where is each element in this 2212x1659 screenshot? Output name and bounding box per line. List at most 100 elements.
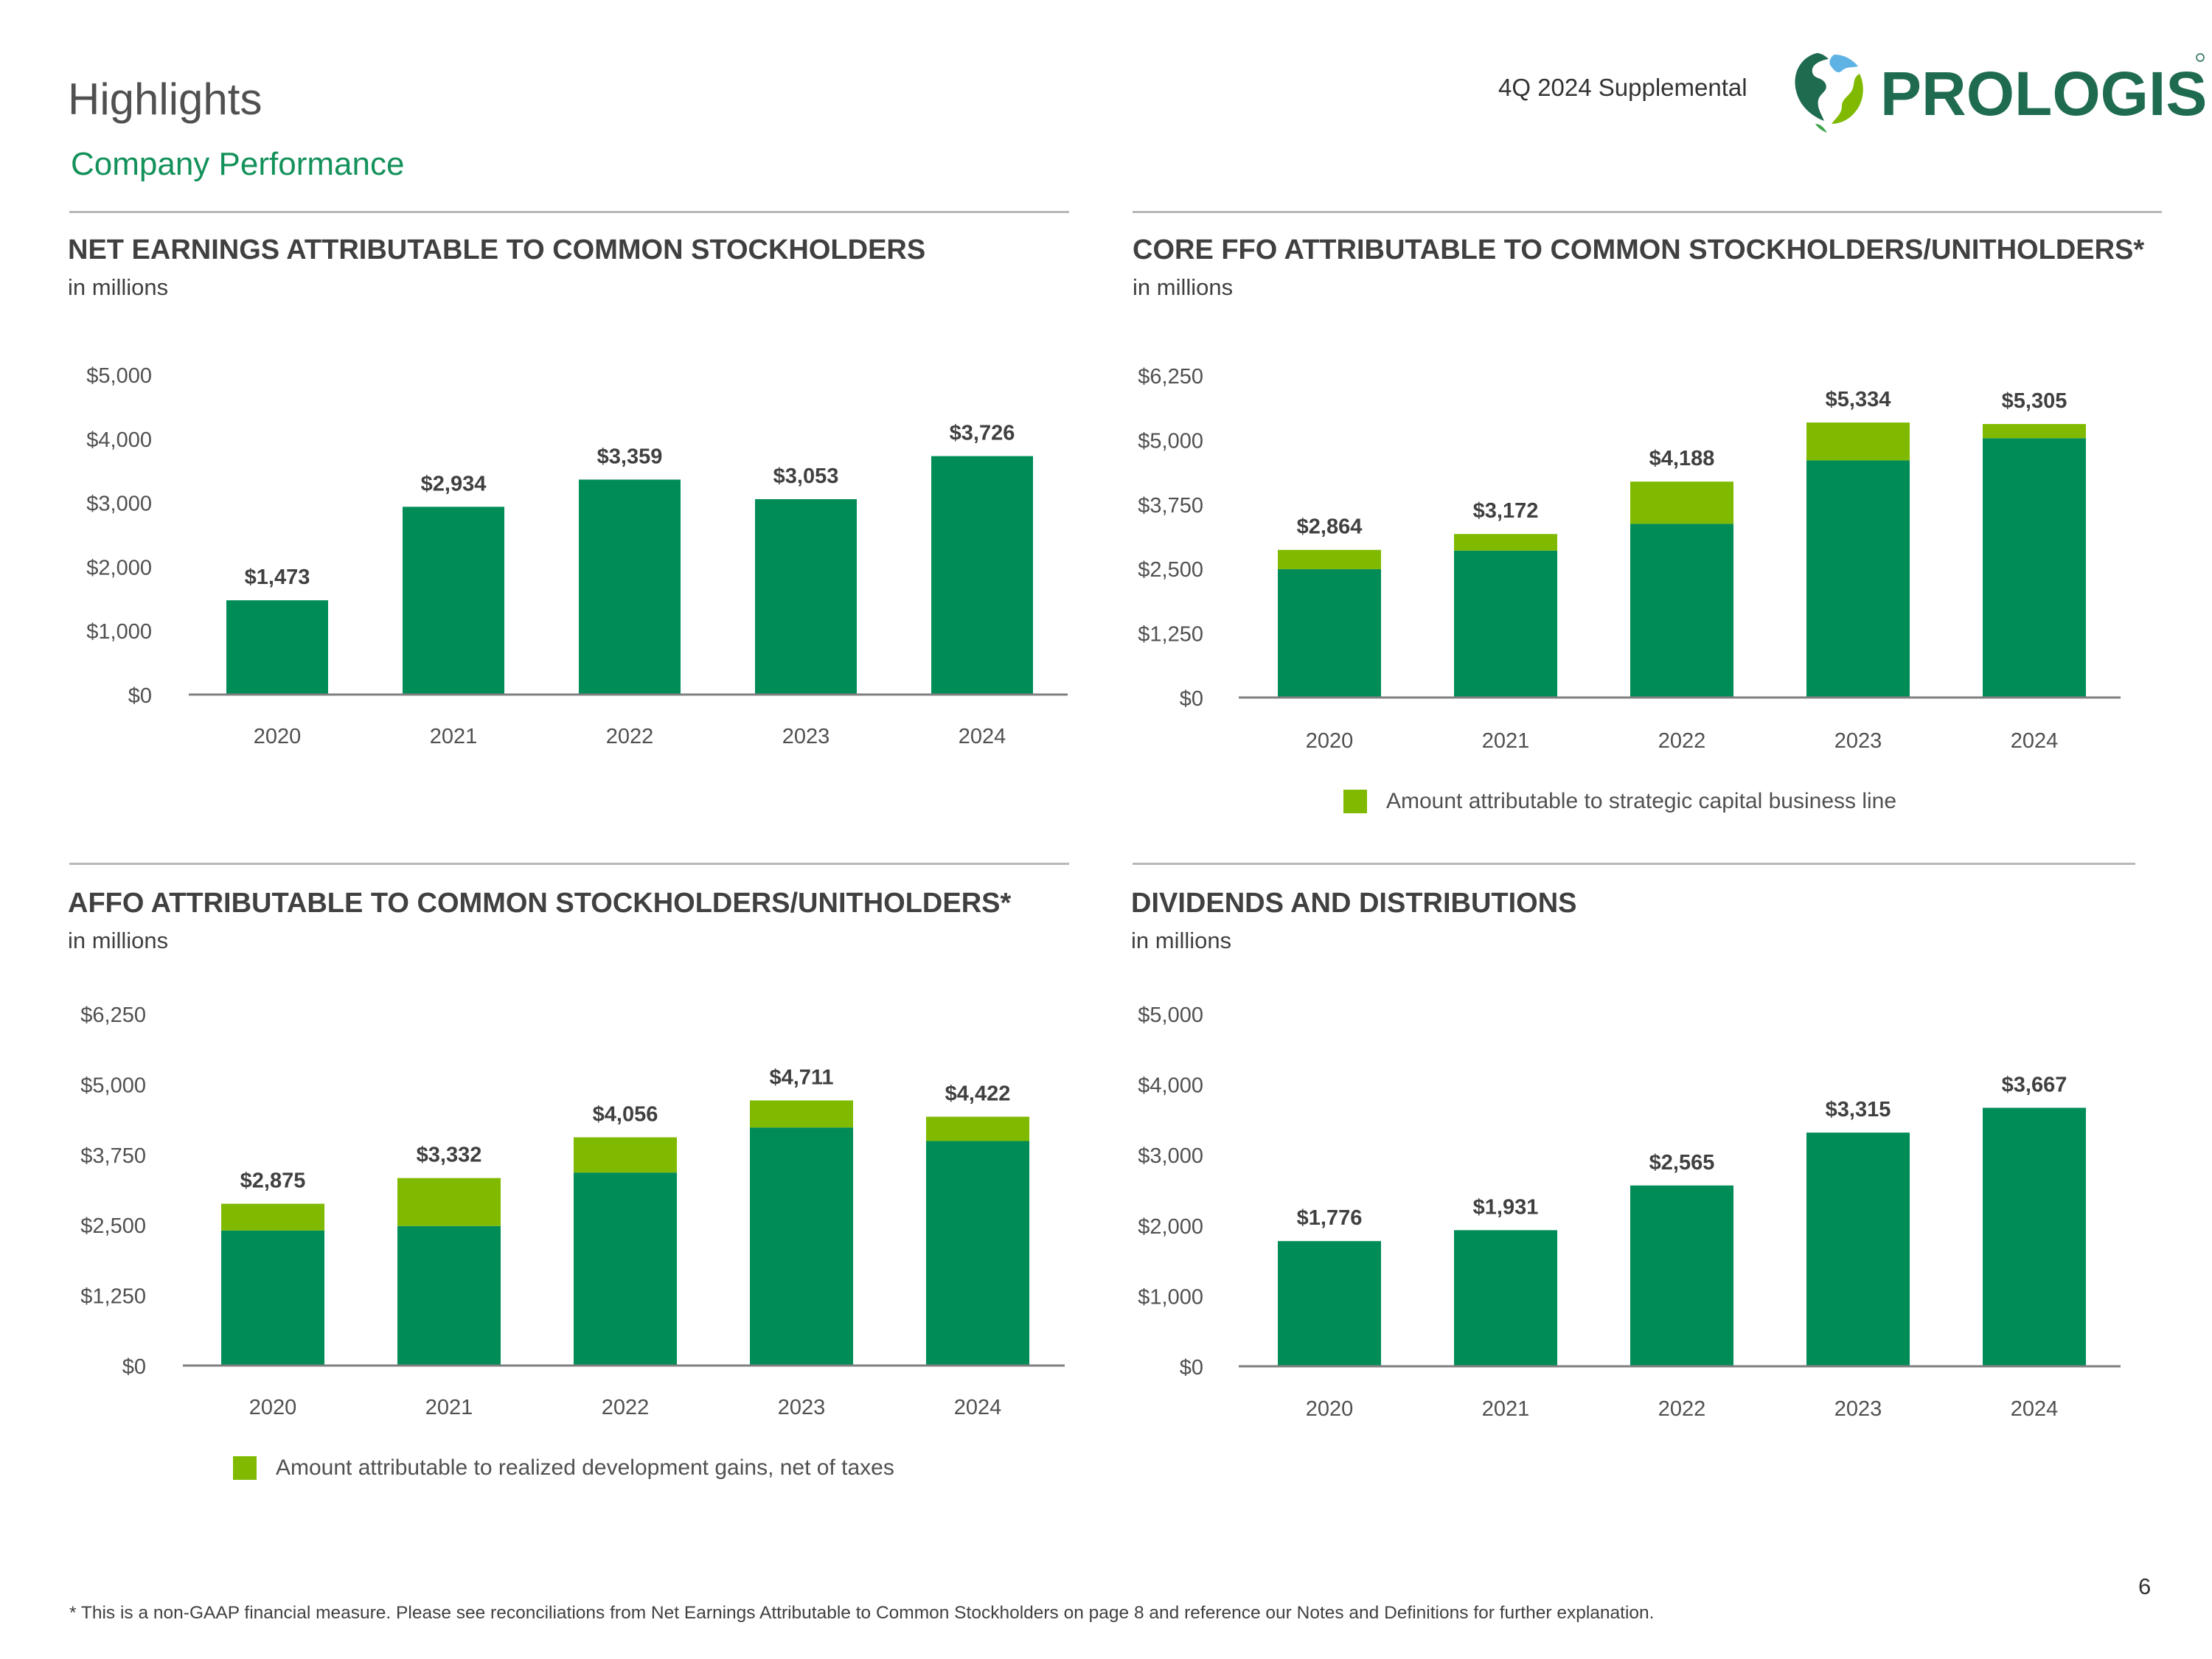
bar-base <box>926 1141 1029 1366</box>
bar <box>1983 1107 2086 1366</box>
data-label: $2,864 <box>1297 515 1363 539</box>
x-tick-label: 2020 <box>1306 1397 1354 1421</box>
data-label: $2,875 <box>240 1169 306 1193</box>
bar-base <box>221 1230 324 1366</box>
legend-label: Amount attributable to realized developm… <box>276 1455 894 1480</box>
bar-segment-accent <box>574 1137 677 1173</box>
core-ffo-legend: Amount attributable to strategic capital… <box>1343 789 1896 814</box>
globe-icon <box>1795 53 1863 133</box>
x-tick-label: 2022 <box>602 1396 650 1419</box>
y-tick-label: $2,000 <box>1138 1215 1203 1239</box>
affo-legend: Amount attributable to realized developm… <box>233 1455 894 1481</box>
bar-segment-accent <box>750 1100 853 1128</box>
dividends-unit: in millions <box>1131 928 1232 953</box>
bar-segment-accent <box>1630 481 1733 524</box>
y-tick-label: $3,000 <box>1138 1144 1203 1168</box>
logo-text: PROLOGIS <box>1880 59 2205 128</box>
divider-bottom-right <box>1133 863 2135 865</box>
y-tick-label: $1,000 <box>1138 1285 1203 1309</box>
y-tick-label: $0 <box>122 1355 146 1379</box>
bar <box>755 498 857 695</box>
y-tick-label: $5,000 <box>80 1074 146 1097</box>
data-label: $4,422 <box>945 1082 1011 1106</box>
y-tick-label: $1,000 <box>86 620 152 644</box>
y-tick-label: $1,250 <box>80 1285 146 1309</box>
bar-base <box>397 1225 501 1366</box>
x-tick-label: 2020 <box>1306 729 1354 753</box>
footnote: * This is a non-GAAP financial measure. … <box>69 1603 1655 1623</box>
data-label: $2,565 <box>1649 1151 1715 1175</box>
bar <box>1454 1230 1557 1366</box>
data-label: $4,056 <box>593 1102 658 1126</box>
x-tick-label: 2024 <box>2011 1397 2059 1421</box>
x-tick-label: 2023 <box>778 1396 826 1419</box>
data-label: $3,667 <box>2002 1073 2067 1096</box>
data-label: $1,776 <box>1297 1206 1363 1230</box>
data-label: $3,359 <box>597 445 663 468</box>
legend-swatch <box>233 1456 257 1480</box>
core-ffo-unit: in millions <box>1133 274 1234 300</box>
x-tick-label: 2024 <box>954 1396 1002 1419</box>
bar-base <box>574 1172 677 1366</box>
net-earnings-title: NET EARNINGS ATTRIBUTABLE TO COMMON STOC… <box>68 234 926 265</box>
x-tick-label: 2021 <box>425 1396 473 1419</box>
affo-title: AFFO ATTRIBUTABLE TO COMMON STOCKHOLDERS… <box>68 888 1012 919</box>
y-tick-label: $5,000 <box>1138 429 1203 453</box>
page-subtitle: Company Performance <box>71 146 405 182</box>
y-tick-label: $4,000 <box>1138 1074 1203 1098</box>
x-tick-label: 2021 <box>430 725 478 748</box>
divider-bottom-left <box>69 863 1069 865</box>
bar <box>931 456 1033 695</box>
data-label: $2,934 <box>421 472 487 495</box>
y-tick-label: $2,500 <box>1138 558 1203 582</box>
data-label: $3,332 <box>417 1144 482 1167</box>
core-ffo-title: CORE FFO ATTRIBUTABLE TO COMMON STOCKHOL… <box>1133 234 2145 265</box>
x-tick-label: 2023 <box>782 725 830 748</box>
bar-segment-accent <box>221 1203 324 1231</box>
y-tick-label: $4,000 <box>86 428 152 452</box>
dividends-chart: $0 $1,000 $2,000 $3,000 $4,000 $5,000 $1,776 20… <box>1138 1004 2121 1421</box>
x-tick-label: 2022 <box>1658 729 1706 753</box>
bar-base <box>1983 438 2086 698</box>
x-tick-label: 2020 <box>254 725 302 748</box>
bar-segment-accent <box>1806 422 1910 461</box>
y-tick-label: $6,250 <box>80 1004 146 1027</box>
bar <box>1278 1241 1381 1366</box>
divider-top-left <box>69 211 1069 213</box>
bar-base <box>1630 524 1733 698</box>
x-tick-label: 2022 <box>606 725 654 748</box>
x-tick-label: 2020 <box>249 1396 297 1419</box>
bar <box>1630 1185 1733 1366</box>
divider-top-right <box>1133 211 2162 213</box>
y-tick-label: $3,750 <box>80 1144 146 1168</box>
x-tick-label: 2023 <box>1834 1397 1882 1421</box>
x-tick-label: 2021 <box>1482 729 1530 753</box>
core-ffo-chart: $0 $1,250 $2,500 $3,750 $5,000 $6,250 $2,864 20… <box>1138 365 2121 753</box>
page-title: Highlights <box>68 74 262 124</box>
data-label: $1,473 <box>245 566 310 589</box>
bar-segment-accent <box>1278 549 1381 569</box>
y-tick-label: $1,250 <box>1138 623 1203 647</box>
x-tick-label: 2024 <box>2011 729 2059 753</box>
bar-base <box>1806 460 1910 698</box>
data-label: $3,726 <box>950 422 1015 445</box>
legend-swatch <box>1343 790 1367 813</box>
bar <box>579 479 681 695</box>
y-tick-label: $0 <box>1180 687 1203 711</box>
supplemental-label: 4Q 2024 Supplemental <box>1498 74 1747 101</box>
y-tick-label: $3,000 <box>86 493 152 516</box>
y-tick-label: $5,000 <box>1138 1004 1203 1027</box>
data-label: $1,931 <box>1473 1195 1539 1219</box>
affo-chart: $0 $1,250 $2,500 $3,750 $5,000 $6,250 $2,875 20… <box>80 1004 1065 1419</box>
y-tick-label: $0 <box>128 684 152 708</box>
bar-segment-accent <box>1983 424 2086 439</box>
bar <box>226 600 328 695</box>
bar <box>403 507 504 695</box>
y-tick-label: $6,250 <box>1138 365 1203 389</box>
prologis-logo: PROLOGIS <box>1795 53 2205 133</box>
x-tick-label: 2024 <box>959 725 1006 748</box>
bar-segment-accent <box>397 1178 501 1226</box>
data-label: $5,334 <box>1826 388 1891 411</box>
dividends-title: DIVIDENDS AND DISTRIBUTIONS <box>1131 888 1577 919</box>
data-label: $3,315 <box>1826 1098 1891 1121</box>
